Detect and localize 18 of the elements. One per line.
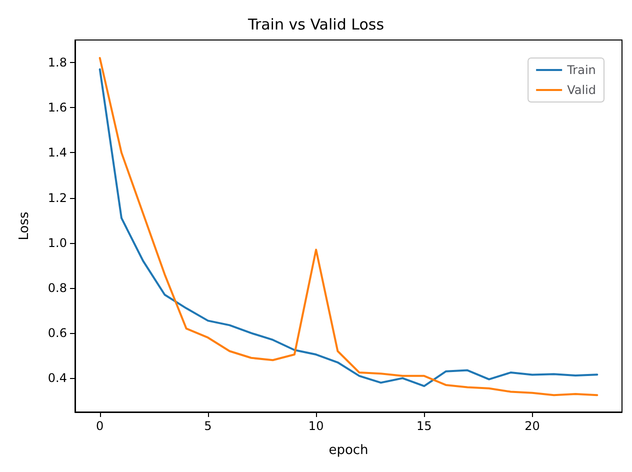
y-tick-label: 0.4 — [48, 371, 67, 386]
x-tick-label: 5 — [204, 419, 212, 433]
legend-label: Valid — [567, 83, 596, 97]
legend-label: Train — [566, 63, 596, 77]
y-tick-label: 1.6 — [48, 100, 67, 115]
x-tick-label: 10 — [308, 419, 324, 433]
y-tick-label: 0.6 — [48, 326, 67, 340]
y-tick-label: 1.8 — [48, 56, 67, 70]
x-tick-label: 20 — [524, 419, 540, 433]
y-tick-label: 1.0 — [48, 236, 67, 250]
x-tick-label: 15 — [416, 419, 432, 433]
x-tick-label: 0 — [96, 419, 104, 433]
y-tick-label: 0.8 — [48, 281, 67, 295]
y-tick-label: 1.4 — [48, 146, 67, 160]
chart-title: Train vs Valid Loss — [246, 16, 384, 34]
x-axis-title: epoch — [328, 443, 368, 458]
y-axis-title: Loss — [17, 212, 32, 240]
y-tick-label: 1.2 — [48, 190, 67, 205]
